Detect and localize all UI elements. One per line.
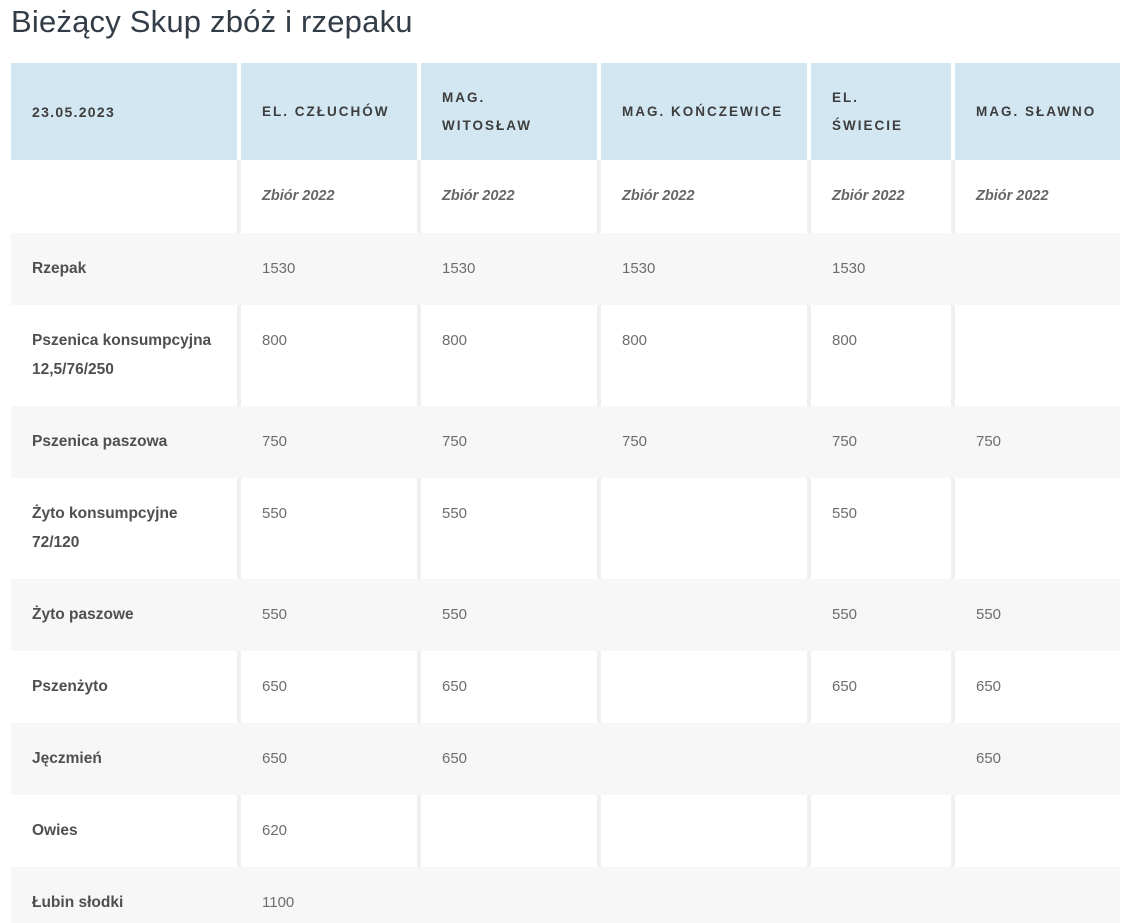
price-cell: 750 xyxy=(955,406,1120,478)
price-cell xyxy=(601,579,811,651)
price-cell xyxy=(955,478,1120,579)
price-cell: 650 xyxy=(421,651,601,723)
product-name: Rzepak xyxy=(11,233,241,305)
price-cell: 550 xyxy=(811,478,955,579)
price-cell: 620 xyxy=(241,795,421,867)
price-cell: 800 xyxy=(811,305,955,406)
table-row-zyto-konsumpcyjne: Żyto konsumpcyjne 72/120 550 550 550 xyxy=(11,478,1120,579)
price-cell: 550 xyxy=(955,579,1120,651)
price-cell xyxy=(811,795,955,867)
subheader-cell: Zbiór 2022 xyxy=(421,160,601,233)
price-cell: 1530 xyxy=(601,233,811,305)
price-cell xyxy=(811,867,955,923)
price-cell: 1530 xyxy=(241,233,421,305)
price-cell xyxy=(955,305,1120,406)
subheader-cell: Zbiór 2022 xyxy=(955,160,1120,233)
table-body: Zbiór 2022 Zbiór 2022 Zbiór 2022 Zbiór 2… xyxy=(11,160,1120,923)
price-cell: 1100 xyxy=(241,867,421,923)
price-cell: 550 xyxy=(241,579,421,651)
price-cell: 800 xyxy=(601,305,811,406)
product-name: Żyto konsumpcyjne 72/120 xyxy=(11,478,241,579)
table-row-jeczmien: Jęczmień 650 650 650 xyxy=(11,723,1120,795)
price-cell: 800 xyxy=(421,305,601,406)
header-cell-czluchow: EL. CZŁUCHÓW xyxy=(241,63,421,160)
price-cell: 550 xyxy=(421,478,601,579)
subheader-cell: Zbiór 2022 xyxy=(601,160,811,233)
price-cell xyxy=(601,478,811,579)
table-row-owies: Owies 620 xyxy=(11,795,1120,867)
subheader-cell: Zbiór 2022 xyxy=(241,160,421,233)
price-cell xyxy=(421,795,601,867)
price-cell xyxy=(955,233,1120,305)
price-cell: 800 xyxy=(241,305,421,406)
price-cell: 550 xyxy=(811,579,955,651)
product-name: Owies xyxy=(11,795,241,867)
price-cell: 750 xyxy=(811,406,955,478)
price-cell: 750 xyxy=(241,406,421,478)
product-name: Jęczmień xyxy=(11,723,241,795)
price-cell: 550 xyxy=(421,579,601,651)
product-name: Pszenica paszowa xyxy=(11,406,241,478)
price-cell xyxy=(601,651,811,723)
table-header: 23.05.2023 EL. CZŁUCHÓW MAG. WITOSŁAW MA… xyxy=(11,63,1120,160)
page-title: Bieżący Skup zbóż i rzepaku xyxy=(11,4,413,39)
subheader-empty-cell xyxy=(11,160,241,233)
product-name: Żyto paszowe xyxy=(11,579,241,651)
price-cell: 750 xyxy=(421,406,601,478)
price-cell xyxy=(601,723,811,795)
price-cell: 1530 xyxy=(421,233,601,305)
price-cell xyxy=(955,867,1120,923)
subheader-row: Zbiór 2022 Zbiór 2022 Zbiór 2022 Zbiór 2… xyxy=(11,160,1120,233)
table-row-lubin-slodki: Łubin słodki 1100 xyxy=(11,867,1120,923)
date-header-cell: 23.05.2023 xyxy=(11,63,241,160)
table-row-rzepak: Rzepak 1530 1530 1530 1530 xyxy=(11,233,1120,305)
price-cell xyxy=(601,795,811,867)
header-cell-slawno: MAG. SŁAWNO xyxy=(955,63,1120,160)
product-name: Łubin słodki xyxy=(11,867,241,923)
prices-table: 23.05.2023 EL. CZŁUCHÓW MAG. WITOSŁAW MA… xyxy=(11,63,1120,923)
subheader-cell: Zbiór 2022 xyxy=(811,160,955,233)
header-cell-swiecie: EL. ŚWIECIE xyxy=(811,63,955,160)
header-cell-konczewice: MAG. KOŃCZEWICE xyxy=(601,63,811,160)
product-name: Pszenżyto xyxy=(11,651,241,723)
price-cell: 650 xyxy=(241,651,421,723)
price-cell: 650 xyxy=(955,723,1120,795)
table-row-zyto-paszowe: Żyto paszowe 550 550 550 550 xyxy=(11,579,1120,651)
product-name: Pszenica konsumpcyjna 12,5/76/250 xyxy=(11,305,241,406)
table-row-pszenica-konsumpcyjna: Pszenica konsumpcyjna 12,5/76/250 800 80… xyxy=(11,305,1120,406)
price-cell: 550 xyxy=(241,478,421,579)
price-cell: 650 xyxy=(955,651,1120,723)
price-cell: 750 xyxy=(601,406,811,478)
price-cell xyxy=(421,867,601,923)
table-row-pszenica-paszowa: Pszenica paszowa 750 750 750 750 750 xyxy=(11,406,1120,478)
header-cell-witoslaw: MAG. WITOSŁAW xyxy=(421,63,601,160)
price-cell: 650 xyxy=(241,723,421,795)
price-cell: 1530 xyxy=(811,233,955,305)
price-cell: 650 xyxy=(421,723,601,795)
table-row-pszenzyto: Pszenżyto 650 650 650 650 xyxy=(11,651,1120,723)
price-cell xyxy=(601,867,811,923)
header-row: 23.05.2023 EL. CZŁUCHÓW MAG. WITOSŁAW MA… xyxy=(11,63,1120,160)
price-cell xyxy=(811,723,955,795)
price-cell xyxy=(955,795,1120,867)
price-cell: 650 xyxy=(811,651,955,723)
